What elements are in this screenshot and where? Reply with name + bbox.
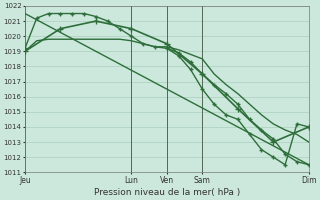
X-axis label: Pression niveau de la mer( hPa ): Pression niveau de la mer( hPa ) xyxy=(94,188,240,197)
